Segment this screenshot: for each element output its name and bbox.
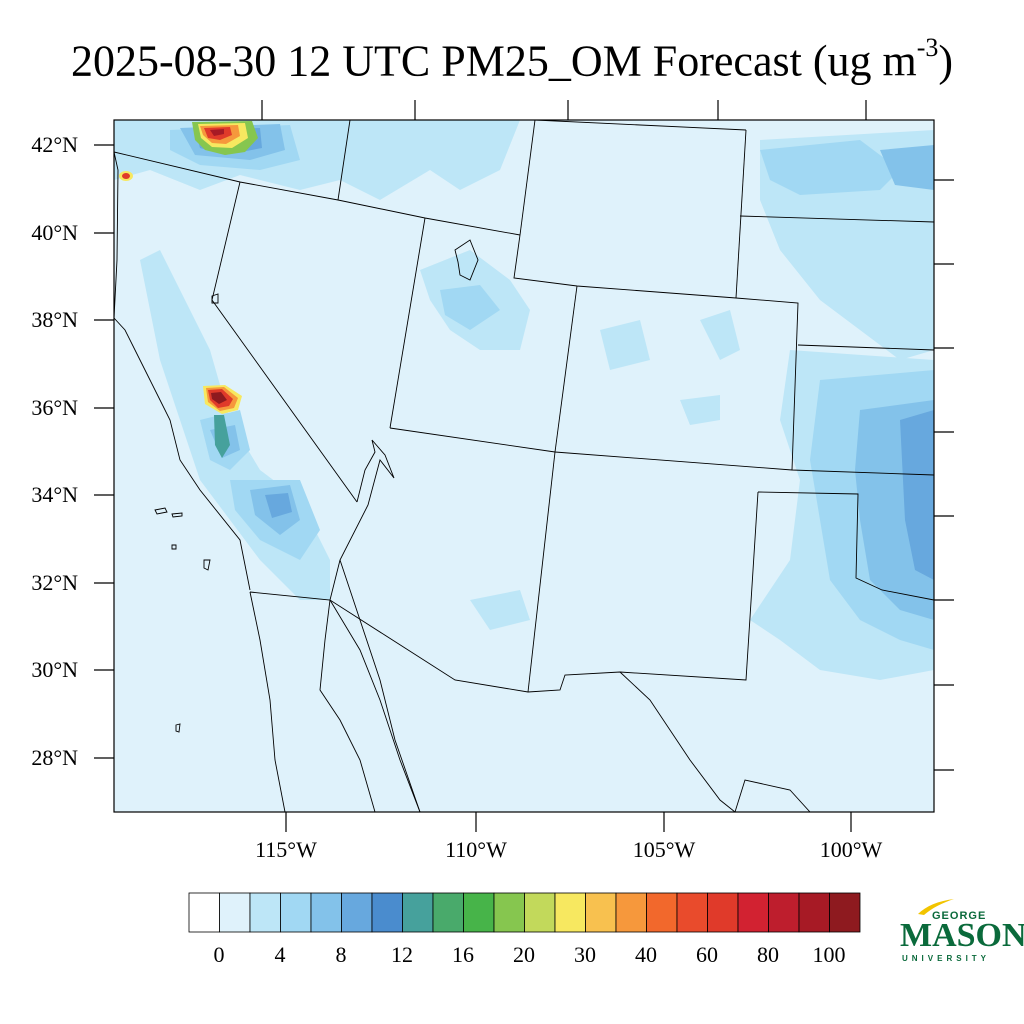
lon-label-100w: 100°W xyxy=(819,837,883,862)
ticks-bottom xyxy=(285,812,852,832)
colorbar-label-20: 20 xyxy=(513,942,535,967)
colorbar-swatch xyxy=(524,892,556,933)
colorbar-label-12: 12 xyxy=(391,942,413,967)
lat-label-28n: 28°N xyxy=(31,745,78,770)
colorbar-swatch xyxy=(676,892,708,933)
lon-label-110w: 110°W xyxy=(445,837,507,862)
logo-line-mason: MASON xyxy=(900,917,1024,954)
lon-label-115w: 115°W xyxy=(255,837,317,862)
logo-swoosh-icon xyxy=(918,899,954,915)
lat-label-38n: 38°N xyxy=(31,307,78,332)
colorbar-label-60: 60 xyxy=(696,942,718,967)
colorbar-label-30: 30 xyxy=(574,942,596,967)
colorbar-swatch xyxy=(585,892,617,933)
colorbar-swatch xyxy=(310,892,342,933)
hotspot-southern-sierra xyxy=(203,385,242,458)
lat-label-30n: 30°N xyxy=(31,657,78,682)
colorbar-swatch xyxy=(768,892,800,933)
colorbar-swatch xyxy=(737,892,769,933)
colorbar-label-8: 8 xyxy=(335,942,347,967)
hotspot-northern-california xyxy=(192,121,258,155)
colorbar-swatch xyxy=(280,892,312,933)
lat-label-42n: 42°N xyxy=(31,132,78,157)
colorbar-label-40: 40 xyxy=(635,942,657,967)
colorbar-swatch xyxy=(554,892,586,933)
lat-label-40n: 40°N xyxy=(31,220,78,245)
logo-line-university: UNIVERSITY xyxy=(902,954,991,963)
map-title: 2025-08-30 12 UTC PM25_OM Forecast (ug m… xyxy=(70,33,954,86)
lat-label-36n: 36°N xyxy=(31,395,78,420)
colorbar-swatch xyxy=(371,892,403,933)
colorbar-label-4: 4 xyxy=(274,942,286,967)
ticks-top xyxy=(261,100,867,120)
lat-ticks-left xyxy=(94,144,114,759)
colorbar-swatch xyxy=(188,892,220,933)
colorbar-swatch xyxy=(493,892,525,933)
colorbar-label-100: 100 xyxy=(812,942,846,967)
logo-line-george: GEORGE xyxy=(932,910,987,922)
colorbar-swatch xyxy=(341,892,373,933)
george-mason-logo: GEORGE MASON UNIVERSITY xyxy=(896,896,1024,968)
colorbar-swatch xyxy=(829,892,861,933)
colorbar-label-16: 16 xyxy=(452,942,474,967)
pm25-field xyxy=(114,120,934,680)
colorbar-swatch xyxy=(707,892,739,933)
title-superscript: -3 xyxy=(916,33,939,62)
colorbar-swatch xyxy=(463,892,495,933)
map-frame xyxy=(113,119,935,813)
lat-label-34n: 34°N xyxy=(31,482,78,507)
colorbar-swatch xyxy=(615,892,647,933)
colorbar-swatch xyxy=(432,892,464,933)
colorbar xyxy=(188,892,861,933)
colorbar-swatch xyxy=(646,892,678,933)
lon-label-105w: 105°W xyxy=(632,837,696,862)
colorbar-label-0: 0 xyxy=(213,942,225,967)
colorbar-swatch xyxy=(798,892,830,933)
state-borders xyxy=(114,120,934,812)
colorbar-swatch xyxy=(402,892,434,933)
lat-label-32n: 32°N xyxy=(31,570,78,595)
colorbar-swatch xyxy=(249,892,281,933)
colorbar-label-80: 80 xyxy=(757,942,779,967)
colorbar-swatch xyxy=(219,892,251,933)
ticks-right xyxy=(934,179,954,771)
hotspot-northwest xyxy=(119,171,133,181)
